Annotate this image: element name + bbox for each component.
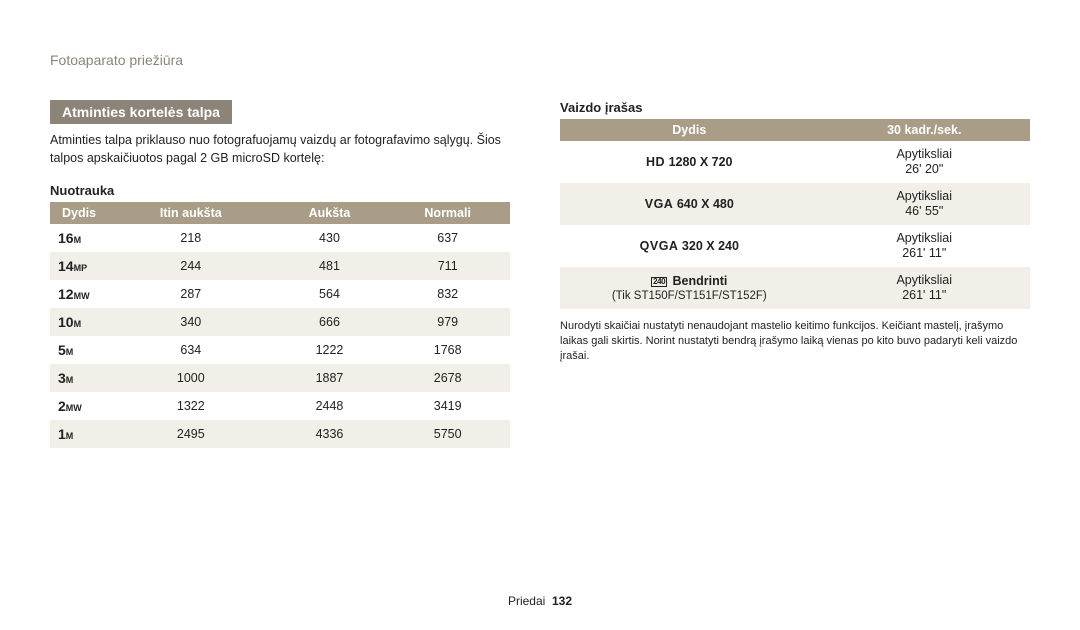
table-cell: 979 xyxy=(385,308,510,336)
table-cell: 1222 xyxy=(274,336,386,364)
video-size-label: QVGA 320 X 240 xyxy=(560,225,818,267)
breadcrumb: Fotoaparato priežiūra xyxy=(50,52,1030,68)
photo-col-header: Normali xyxy=(385,202,510,224)
intro-text: Atminties talpa priklauso nuo fotografuo… xyxy=(50,132,510,167)
table-cell: 287 xyxy=(108,280,274,308)
size-label: 10M xyxy=(50,308,108,336)
page-footer: Priedai 132 xyxy=(0,594,1080,608)
table-row: 3M100018872678 xyxy=(50,364,510,392)
video-value: Apytiksliai261' 11" xyxy=(819,225,1030,267)
table-row: 5M63412221768 xyxy=(50,336,510,364)
video-col-header: Dydis xyxy=(560,119,818,141)
size-label: 1M xyxy=(50,420,108,448)
table-row: 1M249543365750 xyxy=(50,420,510,448)
table-cell: 564 xyxy=(274,280,386,308)
size-label: 3M xyxy=(50,364,108,392)
page-number: 132 xyxy=(552,594,572,608)
video-size-label: HD 1280 X 720 xyxy=(560,141,818,183)
table-row: VGA 640 X 480Apytiksliai46' 55" xyxy=(560,183,1030,225)
photo-subhead: Nuotrauka xyxy=(50,183,510,198)
table-cell: 481 xyxy=(274,252,386,280)
table-row: 2MW132224483419 xyxy=(50,392,510,420)
size-label: 12MW xyxy=(50,280,108,308)
table-cell: 5750 xyxy=(385,420,510,448)
table-cell: 711 xyxy=(385,252,510,280)
table-cell: 3419 xyxy=(385,392,510,420)
footer-label: Priedai xyxy=(508,594,545,608)
share-icon: 240 xyxy=(651,277,667,287)
video-value: Apytiksliai261' 11" xyxy=(819,267,1030,309)
section-header: Atminties kortelės talpa xyxy=(50,100,232,124)
photo-table: DydisItin aukštaAukštaNormali 16M2184306… xyxy=(50,202,510,448)
table-cell: 4336 xyxy=(274,420,386,448)
table-cell: 2448 xyxy=(274,392,386,420)
video-subhead: Vaizdo įrašas xyxy=(560,100,1030,115)
table-cell: 1887 xyxy=(274,364,386,392)
table-row: 10M340666979 xyxy=(50,308,510,336)
table-cell: 340 xyxy=(108,308,274,336)
photo-col-header: Itin aukšta xyxy=(108,202,274,224)
table-cell: 666 xyxy=(274,308,386,336)
table-cell: 244 xyxy=(108,252,274,280)
video-note: Nurodyti skaičiai nustatyti nenaudojant … xyxy=(560,319,1030,364)
video-col-header: 30 kadr./sek. xyxy=(819,119,1030,141)
table-row: HD 1280 X 720Apytiksliai26' 20" xyxy=(560,141,1030,183)
table-row: 16M218430637 xyxy=(50,224,510,252)
table-cell: 2495 xyxy=(108,420,274,448)
table-cell: 218 xyxy=(108,224,274,252)
table-cell: 1322 xyxy=(108,392,274,420)
size-label: 16M xyxy=(50,224,108,252)
photo-col-header: Dydis xyxy=(50,202,108,224)
table-row: QVGA 320 X 240Apytiksliai261' 11" xyxy=(560,225,1030,267)
table-cell: 430 xyxy=(274,224,386,252)
table-row: 12MW287564832 xyxy=(50,280,510,308)
size-label: 14MP xyxy=(50,252,108,280)
video-size-label: 240 Bendrinti(Tik ST150F/ST151F/ST152F) xyxy=(560,267,818,309)
video-value: Apytiksliai46' 55" xyxy=(819,183,1030,225)
video-table: Dydis30 kadr./sek. HD 1280 X 720Apytiksl… xyxy=(560,119,1030,309)
table-cell: 634 xyxy=(108,336,274,364)
table-row: 240 Bendrinti(Tik ST150F/ST151F/ST152F)A… xyxy=(560,267,1030,309)
table-cell: 637 xyxy=(385,224,510,252)
video-value: Apytiksliai26' 20" xyxy=(819,141,1030,183)
photo-col-header: Aukšta xyxy=(274,202,386,224)
table-cell: 1768 xyxy=(385,336,510,364)
table-cell: 1000 xyxy=(108,364,274,392)
size-label: 5M xyxy=(50,336,108,364)
video-size-label: VGA 640 X 480 xyxy=(560,183,818,225)
table-cell: 2678 xyxy=(385,364,510,392)
size-label: 2MW xyxy=(50,392,108,420)
table-cell: 832 xyxy=(385,280,510,308)
table-row: 14MP244481711 xyxy=(50,252,510,280)
